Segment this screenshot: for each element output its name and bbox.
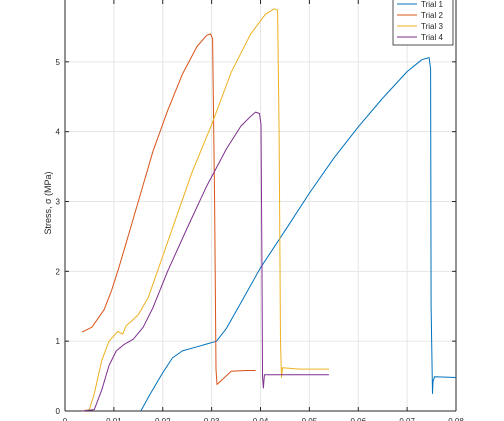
legend-entry-label: Trial 4 [421,33,443,42]
x-tick-label: 0.02 [155,417,171,421]
legend-box [392,0,454,46]
y-tick-label: 2 [56,267,61,276]
x-tick-label: 0.05 [302,417,318,421]
x-tick-label: 0.07 [399,417,415,421]
y-tick-label: 4 [56,128,61,137]
y-tick-label: 1 [56,337,61,346]
x-tick-label: 0.08 [448,417,464,421]
y-axis-label: Stress, σ (MPa) [43,171,53,234]
legend-entry-label: Trial 2 [421,11,443,20]
series-line-trial-4 [82,111,329,412]
legend-entry-label: Trial 3 [421,22,443,31]
y-tick-label: 5 [56,58,61,67]
x-tick-label: 0.01 [106,417,122,421]
y-tick-label: 0 [56,407,61,416]
grid [65,0,456,411]
series-line-trial-2 [81,33,256,385]
x-tick-label: 0.04 [253,417,269,421]
legend-entry-label: Trial 1 [421,0,443,9]
legend: Trial 1 Trial 2 Trial 3 Trial 4 [392,0,454,46]
x-tick-label: 0.06 [350,417,366,421]
axes: 0 0.01 0.02 0.03 0.04 0.05 0.06 0.07 0.08 0 1 2 3 4 5 [56,0,464,421]
series-lines [81,8,457,412]
x-tick-label: 0.03 [204,417,220,421]
x-tick-label: 0 [63,417,68,421]
series-line-trial-3 [82,8,329,412]
y-tick-label: 3 [56,198,61,207]
series-line-trial-1 [140,57,457,412]
